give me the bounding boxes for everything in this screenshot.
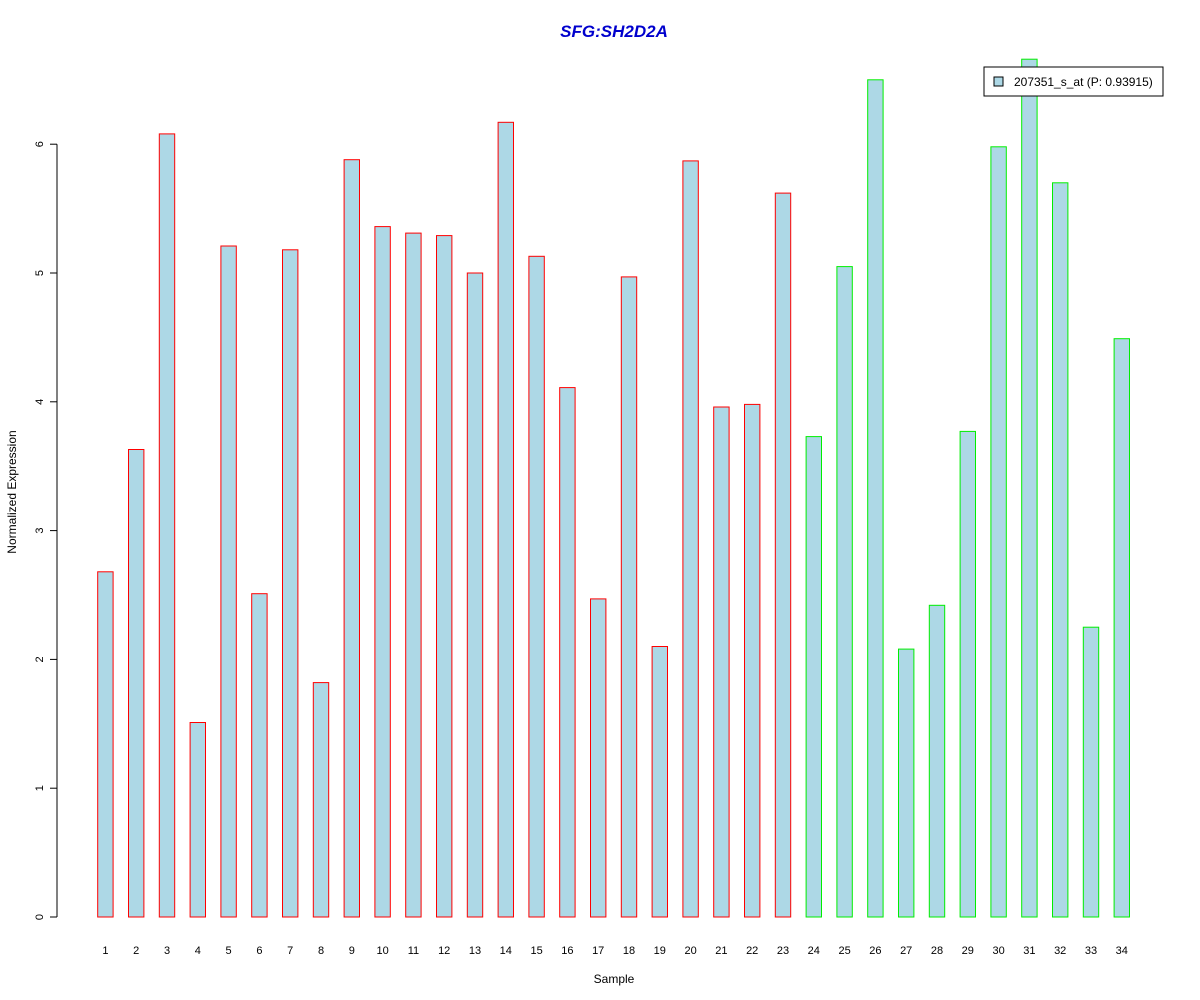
x-tick-label: 32: [1054, 945, 1066, 957]
y-tick-label: 5: [34, 270, 46, 276]
bar-sample-14: [497, 121, 515, 918]
x-tick-label: 14: [500, 945, 512, 957]
legend: 207351_s_at (P: 0.93915): [983, 66, 1164, 97]
bar-sample-25: [836, 266, 853, 918]
bar-sample-30: [990, 146, 1007, 918]
x-tick-label: 4: [195, 945, 201, 957]
x-tick-labels: 1 2 3 4 5 6 7 8 9 10 11 12 13 14 15 16 17 18 19 20 21 22 23 24 2…: [102, 945, 1128, 957]
bar-sample-1: [97, 571, 114, 918]
bar-sample-18: [620, 276, 638, 918]
bar-sample-6: [251, 593, 268, 918]
y-tick-label: 4: [34, 399, 46, 405]
x-axis-title: Sample: [594, 972, 635, 986]
bar-sample-9: [343, 159, 361, 918]
bar-sample-12: [436, 235, 453, 918]
x-tick-label: 19: [654, 945, 666, 957]
bars-group: [97, 58, 1130, 918]
y-tick-label: 0: [34, 914, 46, 920]
x-tick-label: 20: [684, 945, 696, 957]
y-tick-label: 1: [34, 785, 46, 791]
x-tick-label: 23: [777, 945, 789, 957]
bar-sample-29: [959, 430, 976, 918]
y-axis: 0 1 2 3 4 5 6: [34, 141, 58, 920]
x-tick-label: 29: [962, 945, 974, 957]
bar-sample-5: [220, 245, 237, 918]
y-axis-title: Normalized Expression: [5, 430, 19, 553]
x-tick-label: 28: [931, 945, 943, 957]
y-tick-label: 2: [34, 656, 46, 662]
x-tick-label: 34: [1116, 945, 1128, 957]
x-tick-label: 17: [592, 945, 604, 957]
x-tick-label: 33: [1085, 945, 1097, 957]
bar-sample-27: [898, 648, 915, 918]
bar-sample-17: [590, 598, 607, 918]
x-tick-label: 22: [746, 945, 758, 957]
x-tick-label: 31: [1023, 945, 1035, 957]
x-tick-label: 16: [561, 945, 573, 957]
bar-sample-22: [744, 403, 761, 918]
x-tick-label: 26: [869, 945, 881, 957]
bar-sample-28: [928, 604, 946, 918]
bar-sample-24: [805, 436, 822, 918]
x-tick-label: 2: [133, 945, 139, 957]
x-tick-label: 3: [164, 945, 170, 957]
x-tick-label: 9: [349, 945, 355, 957]
bar-sample-13: [466, 272, 484, 918]
legend-label: 207351_s_at (P: 0.93915): [1014, 75, 1153, 89]
bar-sample-23: [774, 192, 792, 918]
x-tick-label: 12: [438, 945, 450, 957]
bar-sample-21: [713, 406, 730, 918]
bar-sample-11: [405, 232, 422, 918]
bar-sample-34: [1113, 338, 1130, 918]
bar-sample-4: [189, 722, 207, 918]
bar-sample-16: [559, 387, 576, 918]
x-tick-label: 5: [226, 945, 232, 957]
x-tick-label: 8: [318, 945, 324, 957]
x-tick-label: 6: [256, 945, 262, 957]
bar-sample-31: [1021, 58, 1038, 918]
bar-sample-8: [312, 682, 330, 918]
x-tick-label: 24: [808, 945, 820, 957]
x-tick-label: 11: [408, 945, 419, 957]
chart-title: SFG:SH2D2A: [560, 22, 668, 41]
y-tick-label: 6: [34, 141, 46, 147]
x-tick-label: 21: [715, 945, 727, 957]
bar-sample-7: [282, 249, 299, 918]
bar-sample-10: [374, 226, 391, 918]
bar-sample-2: [128, 449, 145, 918]
x-tick-label: 18: [623, 945, 635, 957]
bar-sample-32: [1052, 182, 1069, 918]
legend-swatch: [993, 76, 1004, 87]
legend-box: [983, 66, 1164, 97]
bar-sample-20: [682, 160, 699, 918]
bar-sample-19: [651, 646, 668, 918]
bar-sample-15: [528, 255, 545, 918]
bar-sample-26: [867, 79, 884, 918]
x-tick-label: 13: [469, 945, 481, 957]
x-tick-label: 27: [900, 945, 912, 957]
x-tick-label: 10: [376, 945, 388, 957]
x-tick-label: 25: [838, 945, 850, 957]
bar-sample-33: [1082, 626, 1100, 918]
x-tick-label: 15: [530, 945, 542, 957]
x-tick-label: 30: [992, 945, 1004, 957]
x-tick-label: 1: [102, 945, 108, 957]
y-tick-label: 3: [34, 528, 46, 534]
x-tick-label: 7: [287, 945, 293, 957]
bar-sample-3: [158, 133, 176, 918]
